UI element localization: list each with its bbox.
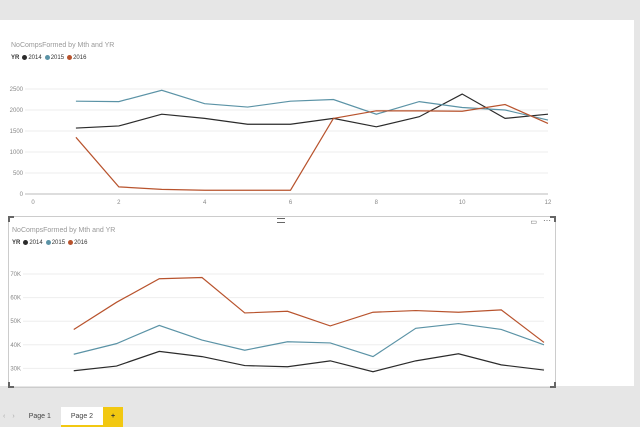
y-tick-label: 50K	[10, 319, 21, 325]
legend-2014[interactable]: 2014	[23, 240, 43, 246]
x-tick-label: 12	[545, 200, 552, 206]
tab-page-1[interactable]: Page 1	[28, 413, 51, 420]
x-tick-label: 4	[203, 200, 207, 206]
x-tick-label: 2	[117, 200, 121, 206]
series-line-2014	[73, 350, 545, 373]
series-line-2015	[73, 322, 545, 358]
y-tick-label: 40K	[10, 343, 21, 349]
tab-scroll-right[interactable]: ›	[12, 413, 15, 420]
more-options-icon[interactable]: ⋯	[543, 216, 551, 225]
series-line-2016	[75, 103, 549, 191]
series-line-2015	[75, 89, 549, 121]
y-tick-label: 60K	[10, 296, 21, 302]
y-tick-label: 0	[20, 192, 24, 198]
resize-handle[interactable]	[8, 216, 14, 222]
x-tick-label: 6	[289, 200, 293, 206]
y-tick-label: 500	[13, 171, 24, 177]
report-canvas: NoCompsFormed by Mth and YR YR 2014 2015…	[0, 20, 634, 388]
legend-title: YR	[11, 55, 20, 62]
x-tick-label: 8	[375, 200, 379, 206]
x-tick-label: 10	[459, 200, 466, 206]
line-chart-1[interactable]: NoCompsFormed by Mth and YR YR 2014 2015…	[8, 38, 554, 206]
chart-title: NoCompsFormed by Mth and YR	[11, 42, 115, 49]
legend-2015[interactable]: 2015	[45, 240, 65, 246]
tab-page-2[interactable]: Page 2	[60, 407, 104, 427]
chart-plot: 20K30K40K50K60K70K024681012	[10, 272, 545, 373]
y-tick-label: 1000	[10, 150, 24, 156]
y-tick-label: 1500	[10, 129, 24, 135]
drag-handle-icon[interactable]	[277, 218, 285, 223]
series-line-2016	[73, 276, 545, 343]
legend-2014[interactable]: 2014	[22, 55, 42, 61]
chart-plot: 0 500 1000 1500 2000 2500 0 2 4 6 8 10 12	[10, 87, 552, 206]
y-tick-label: 2000	[10, 108, 24, 114]
resize-handle[interactable]	[8, 382, 14, 388]
page-tabs: ‹ › Page 1 Page 2 +	[0, 407, 124, 427]
y-tick-label: 70K	[10, 272, 21, 278]
chart-legend: YR 2014 2015 2016	[11, 55, 86, 61]
y-tick-label: 2500	[10, 87, 24, 93]
resize-handle[interactable]	[550, 216, 556, 222]
chart-title: NoCompsFormed by Mth and YR	[12, 227, 116, 234]
x-tick-label: 0	[31, 200, 35, 206]
focus-mode-icon[interactable]: ▭	[530, 219, 537, 226]
y-tick-label: 30K	[10, 366, 21, 372]
line-chart-2[interactable]: ▭ ⋯ NoCompsFormed by Mth and YR YR 2014 …	[8, 216, 556, 388]
legend-2016[interactable]: 2016	[67, 55, 86, 61]
add-page-button[interactable]: +	[103, 407, 124, 427]
resize-handle[interactable]	[550, 382, 556, 388]
series-line-2014	[75, 93, 549, 129]
legend-2016[interactable]: 2016	[68, 240, 87, 246]
tab-scroll-left[interactable]: ‹	[3, 413, 6, 420]
legend-title: YR	[12, 240, 21, 247]
legend-2015[interactable]: 2015	[44, 55, 64, 61]
chart-legend: YR 2014 2015 2016	[12, 240, 87, 246]
